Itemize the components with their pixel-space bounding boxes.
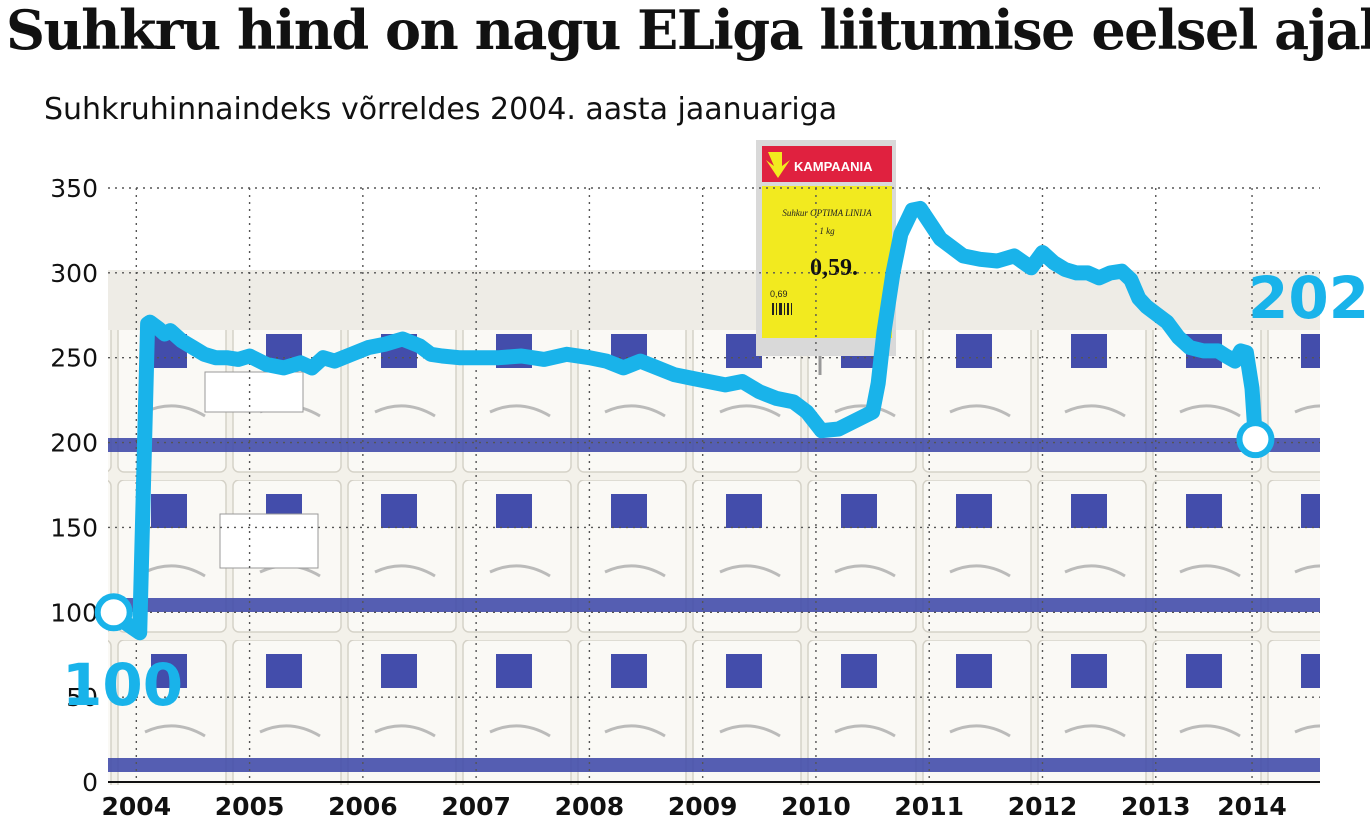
x-tick-label: 2007 [441,792,511,820]
price-tag-size: 1 kg [819,226,835,236]
y-tick-label: 50 [66,683,98,712]
y-tick-label: 300 [50,259,98,288]
y-tick-label: 250 [50,344,98,373]
x-axis: 2004 2005 2006 2007 2008 2009 2010 2011 2012 2013… [102,792,1287,820]
x-tick-label: 2004 [102,792,172,820]
price-tag-price: 0,59. [810,255,858,281]
y-tick-label: 0 [82,768,98,797]
x-tick-label: 2010 [781,792,851,820]
chart-subtitle: Suhkruhinnaindeks võrreldes 2004. aasta … [44,92,838,127]
end-point-marker [1236,420,1275,459]
end-value-label: 202 [1248,264,1369,332]
x-tick-label: 2005 [215,792,285,820]
y-tick-label: 200 [50,429,98,458]
x-tick-label: 2011 [894,792,964,820]
start-point-marker [94,593,133,632]
y-tick-label: 150 [50,513,98,542]
x-tick-label: 2008 [555,792,625,820]
price-tag-old-price: 0,69 [770,289,788,299]
y-tick-label: 100 [50,598,98,627]
x-tick-label: 2014 [1217,792,1287,820]
series-line [106,200,1263,641]
start-value-label: 100 [62,651,183,719]
x-tick-label: 2012 [1008,792,1078,820]
price-tag-header: KAMPAANIA [794,159,873,174]
x-tick-label: 2006 [328,792,398,820]
series-layer: 100 202 [62,200,1369,719]
chart-title: Suhkru hind on nagu ELiga liitumise eels… [6,0,1370,62]
x-tick-label: 2013 [1121,792,1191,820]
price-tag-product: Suhkur OPTIMA LINIJA [782,208,872,218]
price-tag: KAMPAANIA Suhkur OPTIMA LINIJA 1 kg 0,59… [756,140,896,375]
y-axis: 0 50 100 150 200 250 300 350 [50,174,98,797]
x-tick-label: 2009 [668,792,738,820]
y-tick-label: 350 [50,174,98,203]
